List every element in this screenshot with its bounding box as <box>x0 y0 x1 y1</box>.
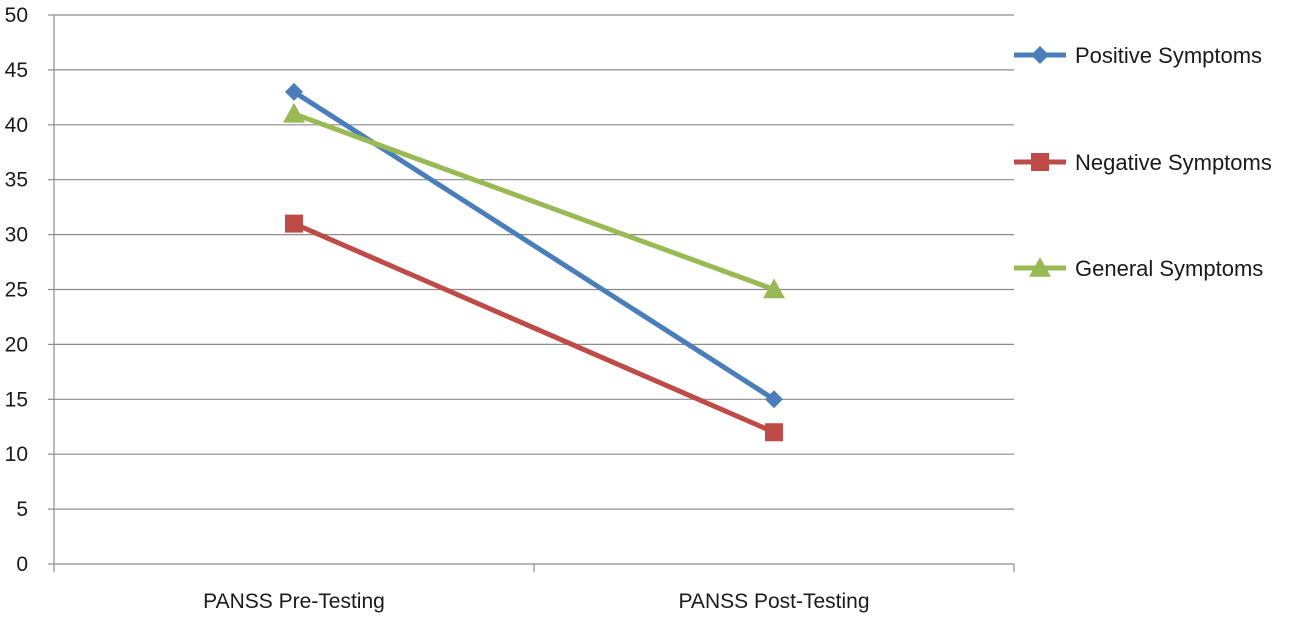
series-group <box>283 102 785 299</box>
y-tick-label: 20 <box>5 333 28 356</box>
y-tick-label: 35 <box>5 169 28 192</box>
y-tick-label: 40 <box>5 114 28 137</box>
y-tick-label: 25 <box>5 279 28 302</box>
legend-label: General Symptoms <box>1075 256 1263 281</box>
series-line <box>293 221 775 435</box>
legend-label: Positive Symptoms <box>1075 43 1262 68</box>
data-point <box>283 102 305 123</box>
legend-label: Negative Symptoms <box>1075 150 1272 175</box>
series-group <box>285 214 783 442</box>
data-point <box>285 82 303 101</box>
data-point <box>285 214 303 233</box>
x-category-label: PANSS Post-Testing <box>678 590 869 613</box>
legend-item: Negative Symptoms <box>1014 150 1272 175</box>
legend-item: General Symptoms <box>1014 256 1263 281</box>
legend-marker <box>1031 46 1049 64</box>
y-tick-label: 15 <box>5 388 28 411</box>
series <box>283 82 785 442</box>
legend: Positive Symptoms Negative Symptoms Genera… <box>1014 43 1272 281</box>
y-tick-label: 10 <box>5 443 28 466</box>
series-line <box>293 111 775 292</box>
legend-marker <box>1029 257 1051 277</box>
data-point <box>763 278 785 299</box>
gridlines <box>54 14 1014 510</box>
data-point <box>765 390 783 409</box>
y-tick-label: 45 <box>5 59 28 82</box>
axes: 0 5 10 15 20 25 30 35 40 45 50 PANSS Pre-Testing PAN… <box>5 4 1015 613</box>
data-point <box>765 423 783 442</box>
legend-item: Positive Symptoms <box>1014 43 1262 68</box>
y-tick-label: 30 <box>5 224 28 247</box>
y-tick-label: 5 <box>16 498 28 521</box>
x-category-label: PANSS Pre-Testing <box>203 590 385 613</box>
legend-marker <box>1031 153 1049 171</box>
y-tick-label: 50 <box>5 4 28 27</box>
series-group <box>285 82 783 409</box>
y-tick-label: 0 <box>16 553 28 576</box>
